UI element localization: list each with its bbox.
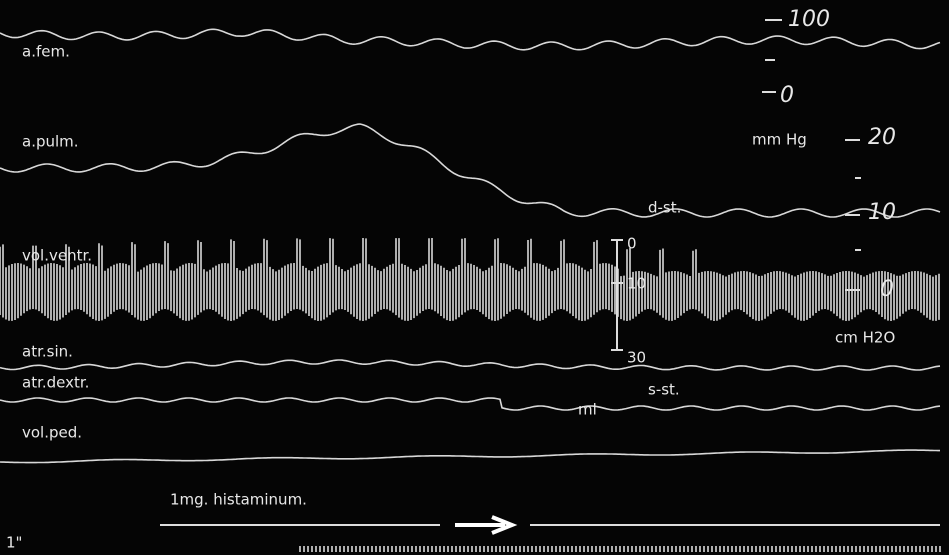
trace-label: a.fem. xyxy=(22,43,70,61)
scale-label: 20 xyxy=(868,125,896,150)
trace-label: vol.ventr. xyxy=(22,247,92,265)
scale-label: 0 xyxy=(627,235,637,253)
marker-label: 1mg. histaminum. xyxy=(170,491,307,509)
trace-label: atr.dextr. xyxy=(22,374,89,392)
trace-label: vol.ped. xyxy=(22,424,82,442)
scale-unit: mm Hg xyxy=(752,131,807,149)
scale-unit: cm H2O xyxy=(835,329,895,347)
scale-label: 0 xyxy=(780,83,794,108)
scale-label: 0 xyxy=(880,277,894,302)
annotation: s-st. xyxy=(648,381,680,399)
trace-label: atr.sin. xyxy=(22,343,73,361)
annotation: d-st. xyxy=(648,199,681,217)
trace-label: a.pulm. xyxy=(22,133,79,151)
scale-label: 10 xyxy=(627,275,646,293)
time-label: 1" xyxy=(6,534,22,552)
scale-label: 100 xyxy=(788,7,830,32)
time-ticks xyxy=(300,546,940,552)
scale-unit: ml xyxy=(578,401,597,419)
recording: a.fem. a.pulm. vol.ventr. atr.sin. atr.d… xyxy=(0,0,949,555)
scale-label: 30 xyxy=(627,349,646,367)
scale-label: 10 xyxy=(868,200,896,225)
